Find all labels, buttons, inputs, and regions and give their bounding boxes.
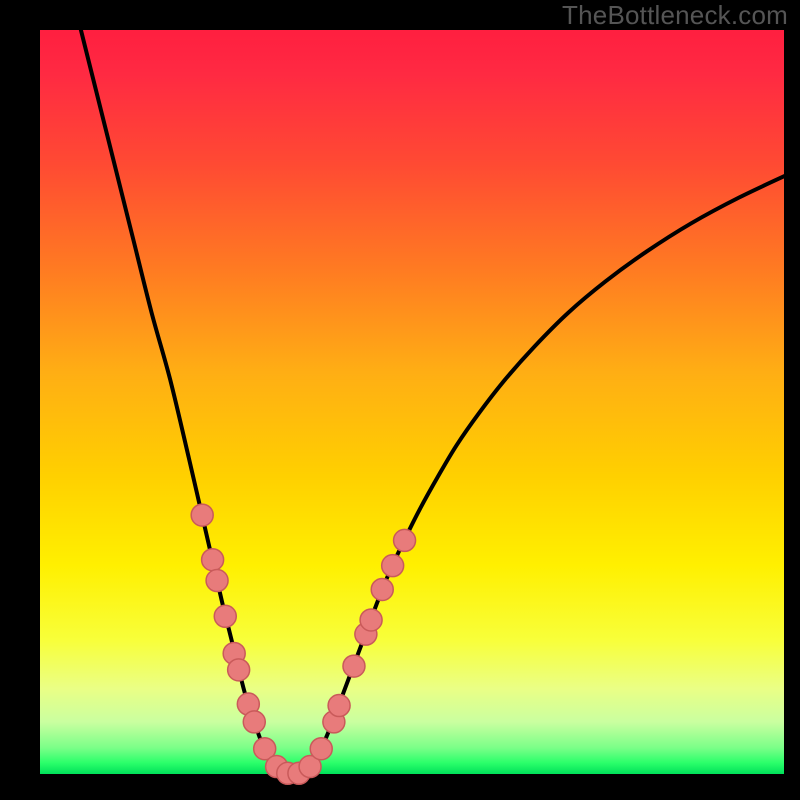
bottleneck-curve [77, 15, 791, 774]
bottleneck-marker [228, 659, 250, 681]
bottleneck-marker [191, 504, 213, 526]
bottleneck-marker [310, 738, 332, 760]
bottleneck-curve-layer [0, 0, 800, 800]
bottleneck-marker [371, 578, 393, 600]
bottleneck-markers [191, 504, 415, 784]
bottleneck-marker [202, 549, 224, 571]
bottleneck-marker [214, 605, 236, 627]
bottleneck-marker [394, 529, 416, 551]
bottleneck-marker [243, 711, 265, 733]
bottleneck-marker [382, 555, 404, 577]
bottleneck-marker [328, 695, 350, 717]
watermark-text: TheBottleneck.com [562, 0, 788, 31]
bottleneck-marker [343, 655, 365, 677]
bottleneck-marker [360, 609, 382, 631]
bottleneck-marker [206, 570, 228, 592]
chart-stage: TheBottleneck.com [0, 0, 800, 800]
